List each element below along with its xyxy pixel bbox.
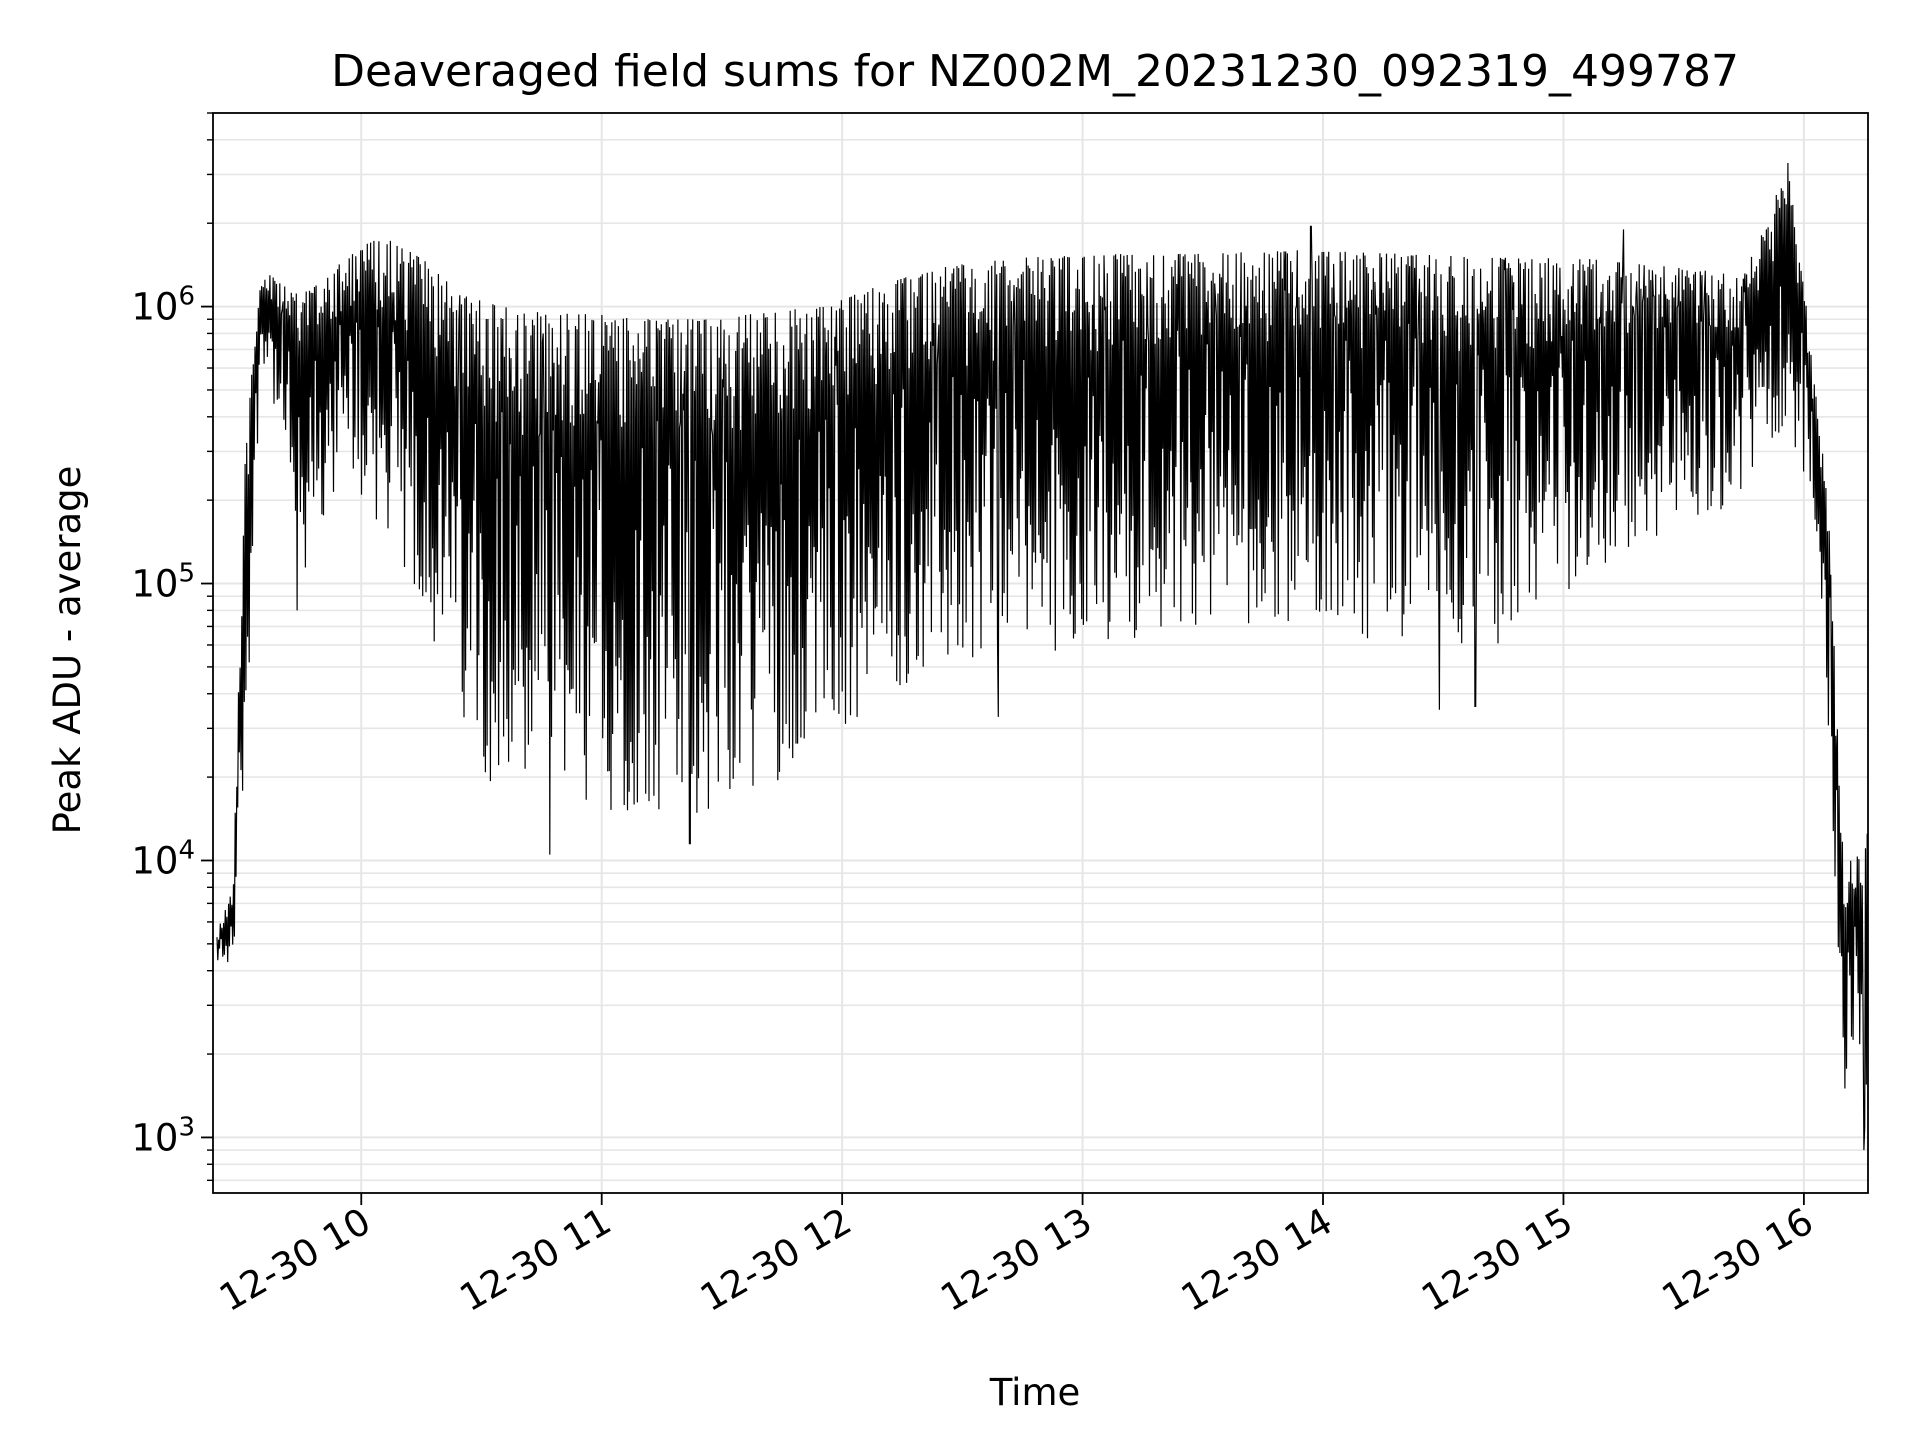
- series-path: [216, 162, 1869, 1151]
- y-axis-label: Peak ADU - average: [46, 466, 89, 835]
- series-line: [216, 162, 1869, 1151]
- plot-frame: [212, 112, 1869, 1194]
- chart-title: Deaveraged field sums for NZ002M_2023123…: [331, 46, 1739, 97]
- y-tick-label: 106: [131, 282, 195, 329]
- y-axis-ticks: 103 104 105 106: [131, 112, 213, 1182]
- x-axis-label: Time: [989, 1371, 1081, 1414]
- y-tick-label: 103: [131, 1112, 195, 1159]
- y-tick-label: 105: [131, 559, 195, 606]
- y-tick-label: 104: [131, 835, 195, 882]
